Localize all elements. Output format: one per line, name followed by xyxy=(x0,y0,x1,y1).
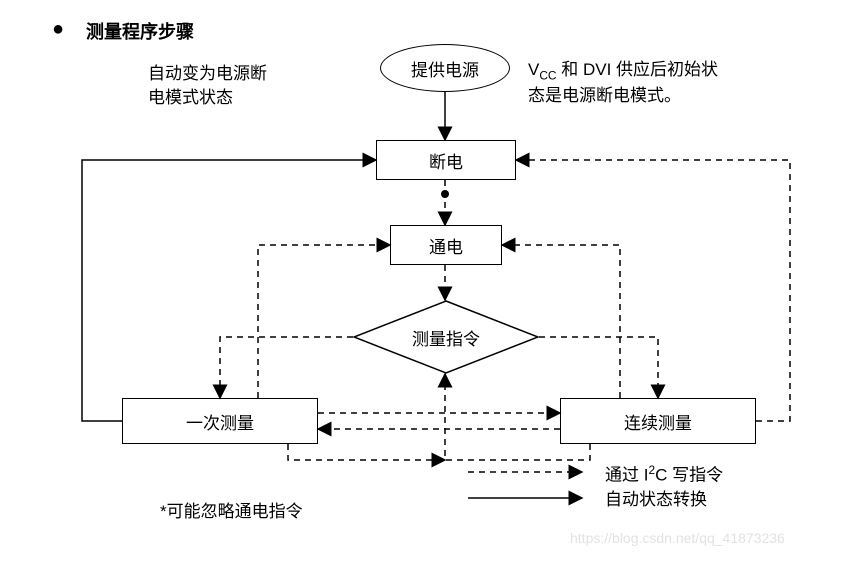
node-cont-label: 连续测量 xyxy=(624,409,692,434)
watermark: https://blog.csdn.net/qq_41873236 xyxy=(570,530,785,546)
node-start-label: 提供电源 xyxy=(411,56,479,81)
node-start: 提供电源 xyxy=(380,44,510,92)
node-poweroff: 断电 xyxy=(376,140,516,180)
node-poweron-label: 通电 xyxy=(429,233,463,258)
node-cmd-label: 测量指令 xyxy=(412,325,480,350)
node-cmd: 测量指令 xyxy=(353,300,539,374)
node-once-label: 一次测量 xyxy=(186,409,254,434)
node-poweroff-label: 断电 xyxy=(429,148,463,173)
annotation-left-top: 自动变为电源断电模式状态 xyxy=(148,62,267,110)
footnote: *可能忽略通电指令 xyxy=(160,500,303,524)
legend-dashed-label: 通过 I2C 写指令 xyxy=(605,462,723,487)
annotation-right-top: VCC 和 DVI 供应后初始状态是电源断电模式。 xyxy=(528,58,718,108)
node-poweron: 通电 xyxy=(390,225,502,265)
legend-solid-label: 自动状态转换 xyxy=(605,488,707,512)
page-title: 测量程序步骤 xyxy=(86,18,194,44)
node-cont: 连续测量 xyxy=(560,398,756,444)
bullet-icon: ● xyxy=(52,18,64,41)
node-once: 一次测量 xyxy=(122,398,318,444)
